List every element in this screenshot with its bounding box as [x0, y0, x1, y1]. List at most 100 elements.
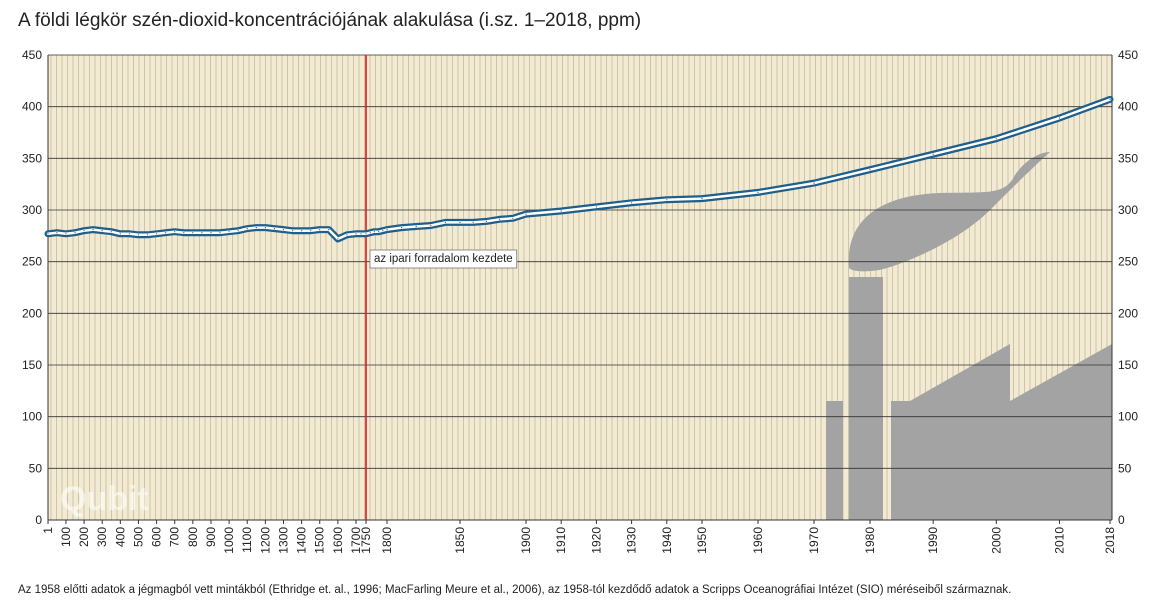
data-point — [264, 227, 266, 229]
data-point — [301, 230, 303, 232]
smoke-plume — [848, 152, 1050, 272]
data-point — [346, 234, 348, 236]
y-tick-label: 450 — [22, 48, 42, 62]
x-tick-label: 1940 — [660, 527, 674, 554]
data-point — [525, 213, 527, 215]
data-point — [201, 232, 203, 234]
x-tick-label: 1700 — [349, 527, 363, 554]
source-footnote: Az 1958 előtti adatok a jégmagból vett m… — [18, 584, 1012, 596]
data-point — [292, 230, 294, 232]
x-tick-label: 1300 — [276, 527, 290, 554]
x-axis: 1 100 200 300 400 500 600 700 800 900 1000 1100 1200… — [41, 520, 1117, 554]
x-tick-label: 1600 — [331, 527, 345, 554]
data-point — [156, 233, 158, 235]
data-point — [328, 229, 330, 231]
data-point — [995, 138, 997, 140]
x-tick-label: 500 — [131, 527, 145, 547]
data-point — [219, 232, 221, 234]
data-point — [56, 232, 58, 234]
data-point — [360, 233, 362, 235]
data-point — [757, 191, 759, 193]
y-tick-label: 300 — [22, 203, 42, 217]
data-point — [137, 234, 140, 236]
y-tick-label: 250 — [22, 255, 42, 269]
data-point — [444, 221, 446, 223]
x-tick-label: 1980 — [863, 527, 877, 554]
data-point — [165, 232, 167, 234]
co2-chart: 0 50 100 150 200 250 300 350 400 450 0 50 100 150 200… — [22, 48, 1138, 554]
y-tick-label: 50 — [1118, 461, 1132, 475]
x-tick-label: 1800 — [380, 527, 394, 554]
data-point — [701, 198, 703, 200]
data-point — [932, 153, 934, 155]
y-tick-label: 450 — [1118, 48, 1138, 62]
data-point — [373, 231, 375, 233]
data-point — [237, 230, 239, 232]
x-tick-label: 1 — [41, 527, 55, 534]
x-tick-label: 1930 — [625, 527, 639, 554]
co2-line-inner — [46, 98, 1112, 241]
data-point — [192, 232, 194, 234]
y-tick-label: 200 — [22, 306, 42, 320]
data-point — [119, 233, 121, 235]
x-tick-label: 900 — [204, 527, 218, 547]
y-axis-left: 0 50 100 150 200 250 300 350 400 450 — [22, 48, 42, 527]
data-point — [337, 238, 339, 240]
x-tick-label: 1990 — [926, 527, 940, 554]
x-tick-label: 1200 — [258, 527, 272, 554]
data-point — [1109, 98, 1111, 100]
data-point — [499, 218, 501, 220]
data-point — [273, 228, 275, 230]
data-point — [430, 224, 432, 227]
x-tick-label: 100 — [59, 527, 73, 547]
data-point — [869, 169, 871, 171]
data-point — [386, 229, 388, 231]
data-point — [110, 231, 112, 233]
y-tick-label: 100 — [22, 410, 42, 424]
x-tick-label: 400 — [113, 527, 127, 547]
data-point — [355, 233, 357, 235]
co2-series — [44, 95, 1114, 243]
data-point — [512, 217, 514, 219]
data-point — [319, 229, 321, 231]
x-tick-label: 2000 — [989, 527, 1003, 554]
data-point — [246, 228, 248, 230]
data-point — [472, 221, 474, 223]
chimney — [849, 277, 883, 520]
y-tick-label: 300 — [1118, 203, 1138, 217]
x-tick-label: 1970 — [807, 527, 821, 554]
data-point — [65, 233, 67, 235]
data-point — [401, 227, 403, 229]
y-tick-label: 350 — [22, 151, 42, 165]
data-point — [183, 232, 185, 234]
x-tick-label: 300 — [95, 527, 109, 547]
data-point — [595, 206, 598, 208]
data-point — [666, 199, 668, 201]
y-tick-label: 150 — [1118, 358, 1138, 372]
x-tick-label: 800 — [186, 527, 200, 547]
data-point — [83, 230, 85, 232]
data-point — [382, 230, 384, 232]
data-point — [146, 234, 149, 236]
x-tick-label: 1910 — [554, 527, 568, 554]
data-point — [128, 233, 130, 235]
data-point — [310, 230, 312, 232]
annotation-box — [369, 249, 518, 269]
data-point — [631, 202, 633, 204]
data-point — [369, 232, 371, 234]
y-tick-label: 200 — [1118, 306, 1138, 320]
y-tick-label: 50 — [29, 461, 43, 475]
data-point — [1058, 117, 1061, 119]
x-tick-label: 600 — [150, 527, 164, 547]
data-point — [813, 182, 815, 184]
x-tick-label: 1950 — [695, 527, 709, 554]
data-point — [101, 230, 103, 232]
x-tick-label: 2010 — [1052, 527, 1066, 554]
horizontal-gridlines — [47, 54, 1113, 521]
data-point — [228, 231, 230, 233]
data-point — [560, 210, 562, 212]
data-point — [485, 220, 487, 222]
data-point — [459, 221, 461, 223]
x-tick-label: 1750 — [359, 527, 373, 554]
y-tick-label: 100 — [1118, 410, 1138, 424]
